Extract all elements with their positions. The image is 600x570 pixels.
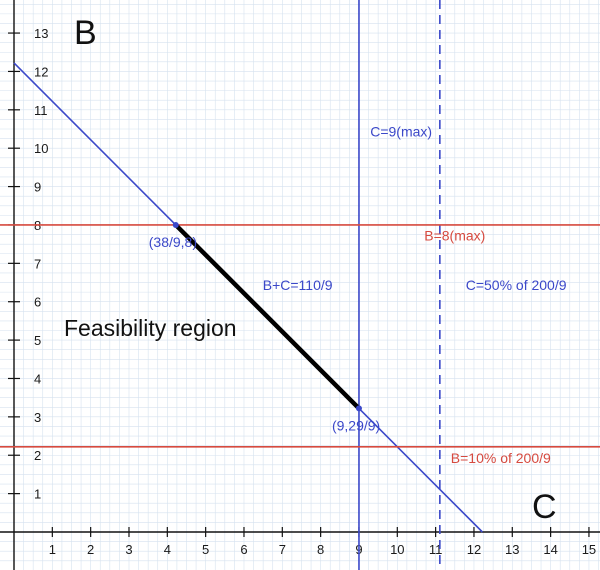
y-tick-label: 13 <box>34 26 48 41</box>
x-tick-label: 4 <box>164 542 171 557</box>
x-tick-label: 14 <box>543 542 557 557</box>
y-tick-label: 11 <box>34 103 48 118</box>
vertex-point <box>355 405 362 412</box>
vertex-label: (38/9,8) <box>149 234 197 250</box>
line-annotation: B=8(max) <box>424 227 485 243</box>
x-tick-label: 6 <box>240 542 247 557</box>
line-annotation: B+C=110/9 <box>263 277 333 293</box>
feasible-segment <box>173 222 362 411</box>
x-tick-label: 1 <box>49 542 56 557</box>
y-tick-label: 1 <box>34 487 41 502</box>
y-tick-label: 9 <box>34 180 41 195</box>
x-tick-label: 7 <box>279 542 286 557</box>
x-tick-label: 11 <box>429 542 443 557</box>
line-annotation: B=10% of 200/9 <box>451 450 551 466</box>
y-axis-label: B <box>74 14 97 52</box>
x-tick-label: 13 <box>505 542 519 557</box>
x-tick-label: 2 <box>87 542 94 557</box>
feasibility-region-label: Feasibility region <box>64 315 237 341</box>
line-annotation: C=50% of 200/9 <box>466 277 567 293</box>
vertex-point <box>172 221 179 228</box>
annotations: (38/9,8) (9,29/9) C=9(max) B=8(max) B+C=110/… <box>64 124 567 466</box>
x-tick-label: 5 <box>202 542 209 557</box>
x-tick-label: 3 <box>125 542 132 557</box>
x-tick-label: 15 <box>582 542 596 557</box>
y-tick-label: 6 <box>34 295 41 310</box>
line-annotation: C=9(max) <box>370 124 432 140</box>
y-tick-label: 2 <box>34 448 41 463</box>
y-tick-label: 3 <box>34 410 41 425</box>
y-tick-label: 10 <box>34 141 48 156</box>
y-tick-label: 12 <box>34 64 48 79</box>
x-axis-label: C <box>532 488 557 526</box>
x-tick-label: 12 <box>467 542 481 557</box>
x-tick-label: 10 <box>390 542 404 557</box>
x-tick-label: 8 <box>317 542 324 557</box>
y-tick-label: 7 <box>34 256 41 271</box>
y-tick-label: 5 <box>34 333 41 348</box>
point-markers <box>172 221 362 412</box>
vertex-label: (9,29/9) <box>332 417 380 433</box>
y-tick-label: 4 <box>34 371 41 386</box>
